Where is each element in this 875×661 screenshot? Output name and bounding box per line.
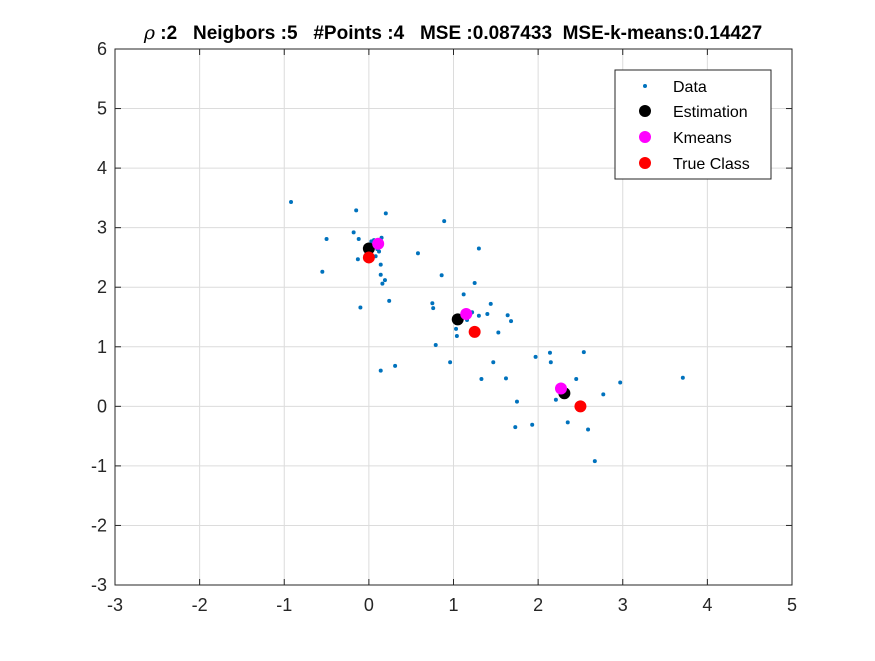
x-tick-label: 2 [533, 595, 543, 615]
data-point [533, 354, 538, 359]
data-point [430, 301, 435, 306]
data-point [476, 246, 481, 251]
data-point [618, 380, 623, 385]
y-tick-label: 1 [97, 337, 107, 357]
data-point [479, 376, 484, 381]
data-point [472, 281, 477, 286]
x-tick-label: 1 [448, 595, 458, 615]
data-point [393, 363, 398, 368]
data-point [378, 272, 383, 277]
y-tick-label: -2 [91, 515, 107, 535]
true-class-point [468, 325, 481, 338]
data-point [530, 422, 535, 427]
legend-marker-data [643, 84, 647, 88]
ticks: -3 -2 -1 0 1 2 3 4 5 -3 -2 -1 0 1 2 3 4 5 6 [91, 39, 797, 615]
legend-marker-kmeans [639, 131, 651, 143]
legend-label-data: Data [673, 79, 707, 96]
data-point [491, 360, 496, 365]
data-point [488, 301, 493, 306]
data-point [439, 273, 444, 278]
y-tick-label: 3 [97, 218, 107, 238]
data-point [509, 319, 514, 324]
data-point [514, 399, 519, 404]
chart-title: ρ :2 Neigbors :5 #Points :4 MSE :0.08743… [143, 22, 762, 44]
title-rho-symbol: ρ [143, 22, 156, 44]
data-point [431, 306, 436, 311]
data-point [485, 312, 490, 317]
data-point [565, 420, 570, 425]
legend: Data Estimation Kmeans True Class [614, 69, 772, 180]
y-tick-label: 5 [97, 99, 107, 119]
data-point [380, 281, 385, 286]
data-point [355, 257, 360, 262]
data-points [289, 200, 685, 464]
x-tick-label: -3 [107, 595, 123, 615]
data-point [461, 292, 466, 297]
kmeans-point [554, 382, 567, 395]
kmeans-point [372, 237, 385, 250]
data-point [358, 305, 363, 310]
data-point [351, 230, 356, 235]
data-point [356, 236, 361, 241]
data-point [574, 376, 579, 381]
data-point [378, 262, 383, 267]
data-point [324, 236, 329, 241]
x-tick-label: 4 [702, 595, 712, 615]
true-class-point [362, 251, 375, 264]
x-tick-label: 0 [364, 595, 374, 615]
data-point [382, 278, 387, 283]
kmeans-point [460, 308, 473, 321]
data-point [581, 350, 586, 355]
data-point [454, 334, 459, 339]
title-text: :2 Neigbors :5 #Points :4 MSE :0.087433 … [155, 23, 762, 44]
estimation-point [362, 242, 375, 255]
data-point [377, 249, 382, 254]
data-point [496, 330, 501, 335]
true-class-point [574, 400, 587, 413]
data-point [505, 313, 510, 318]
y-tick-label: 0 [97, 396, 107, 416]
data-point [553, 397, 558, 402]
data-point [513, 425, 518, 430]
legend-label-true-class: True Class [673, 156, 750, 173]
legend-marker-estimation [639, 105, 651, 117]
data-point [442, 219, 447, 224]
data-point [433, 342, 438, 347]
y-tick-label: -1 [91, 456, 107, 476]
y-tick-label: 2 [97, 277, 107, 297]
x-tick-label: -1 [276, 595, 292, 615]
data-point [387, 298, 392, 303]
data-point [592, 459, 597, 464]
legend-label-estimation: Estimation [673, 104, 748, 121]
data-point [320, 269, 325, 274]
data-point [680, 375, 685, 380]
y-tick-label: 6 [97, 39, 107, 59]
x-tick-label: 5 [787, 595, 797, 615]
data-point [547, 350, 552, 355]
data-point [354, 208, 359, 213]
x-tick-label: 3 [618, 595, 628, 615]
data-point [378, 368, 383, 373]
x-tick-label: -2 [192, 595, 208, 615]
data-point [601, 392, 606, 397]
data-point [289, 200, 294, 205]
y-tick-label: 4 [97, 158, 107, 178]
data-point [586, 427, 591, 432]
data-point [454, 326, 459, 331]
data-point [503, 376, 508, 381]
legend-label-kmeans: Kmeans [673, 130, 732, 147]
data-point [476, 313, 481, 318]
data-point [548, 360, 553, 365]
legend-marker-true-class [639, 157, 651, 169]
data-point [383, 211, 388, 216]
data-point [415, 251, 420, 256]
data-point [448, 360, 453, 365]
y-tick-label: -3 [91, 575, 107, 595]
